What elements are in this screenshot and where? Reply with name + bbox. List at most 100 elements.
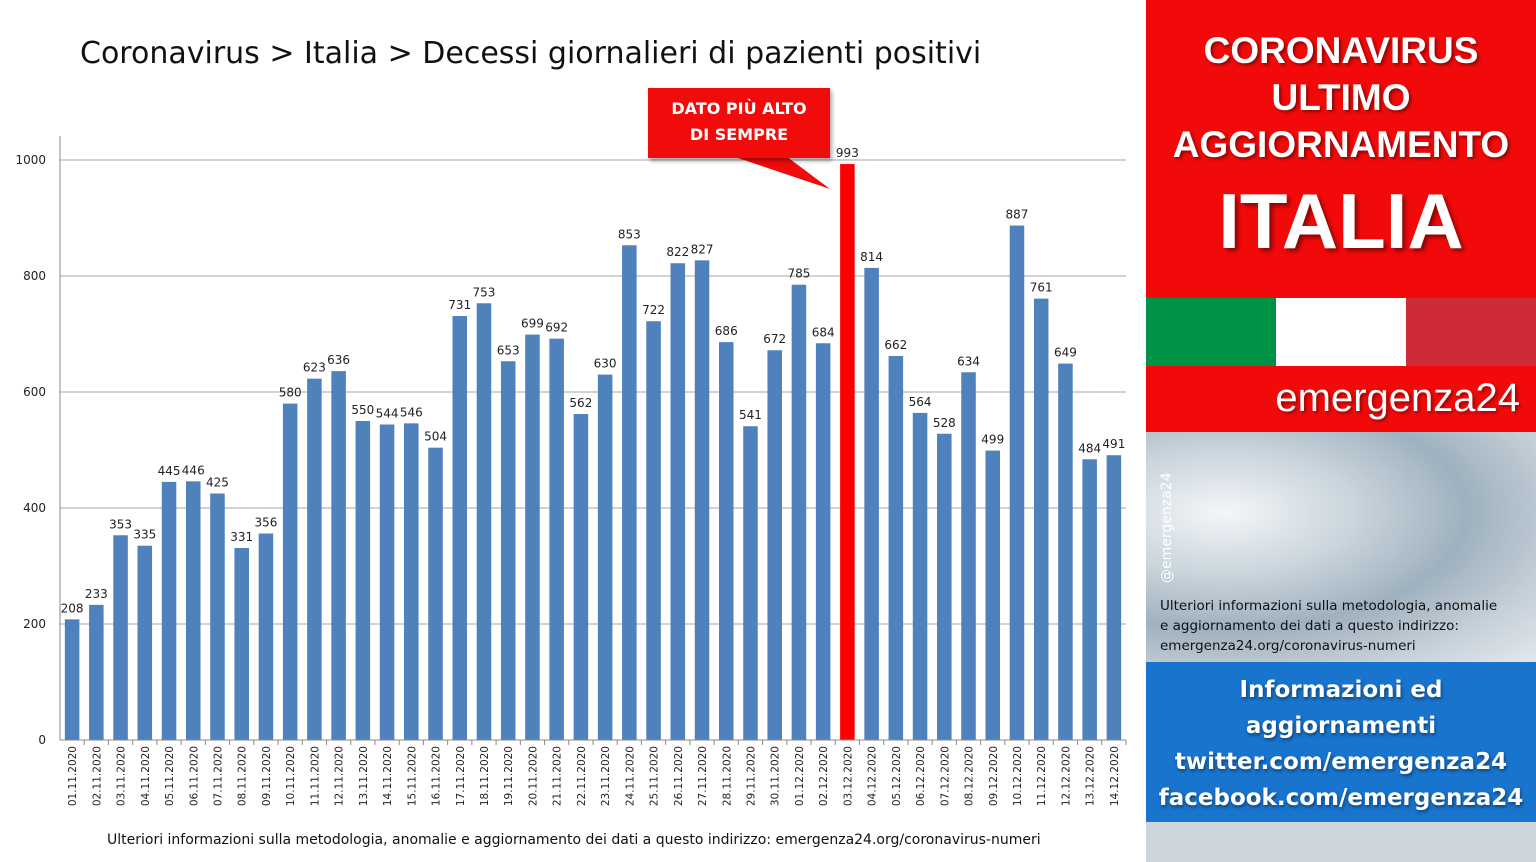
- data-label: 331: [230, 530, 253, 544]
- header-line-3: AGGIORNAMENTO: [1172, 124, 1510, 165]
- x-tick-label: 10.11.2020: [285, 746, 297, 806]
- panel-note-line-1: Ulteriori informazioni sulla metodologia…: [1160, 598, 1498, 614]
- y-tick-label: 400: [23, 501, 46, 515]
- header-country: ITALIA: [1218, 177, 1464, 265]
- x-tick-label: 17.11.2020: [455, 746, 467, 806]
- bar: [670, 263, 686, 740]
- data-label: 425: [206, 476, 229, 490]
- bar: [888, 356, 904, 740]
- x-tick-label: 09.11.2020: [261, 746, 273, 806]
- flag-white-stripe: [1276, 298, 1406, 366]
- y-tick-label: 800: [23, 269, 46, 283]
- x-tick-label: 18.11.2020: [479, 746, 491, 806]
- italian-flag: [1146, 298, 1536, 366]
- twitter-link[interactable]: twitter.com/emergenza24: [1174, 749, 1508, 775]
- data-label: 672: [763, 332, 786, 346]
- x-tick-label: 08.11.2020: [237, 746, 249, 806]
- flag-green-stripe: [1146, 298, 1276, 366]
- bar: [840, 164, 855, 740]
- side-panel: CORONAVIRUS ULTIMO AGGIORNAMENTO ITALIA …: [1146, 0, 1536, 862]
- x-tick-label: 13.12.2020: [1085, 746, 1097, 806]
- y-tick-label: 200: [23, 617, 46, 631]
- data-label: 445: [158, 464, 181, 478]
- record-callout: DATO PIÙ ALTO DI SEMPRE: [648, 88, 830, 158]
- x-tick-label: 27.11.2020: [697, 746, 709, 806]
- bar: [452, 316, 468, 740]
- data-label: 699: [521, 317, 544, 331]
- data-label: 499: [981, 433, 1004, 447]
- header-line-2: ULTIMO: [1271, 77, 1411, 118]
- bar: [476, 303, 492, 740]
- data-label: 623: [303, 361, 326, 375]
- data-label: 853: [618, 227, 641, 241]
- bar: [137, 545, 153, 740]
- bar: [404, 423, 419, 740]
- bar: [428, 447, 443, 740]
- social-handle: @emergenza24: [1159, 472, 1175, 584]
- data-label: 827: [691, 242, 714, 256]
- footer-note: Ulteriori informazioni sulla metodologia…: [107, 832, 1041, 848]
- data-label: 335: [133, 528, 156, 542]
- bar: [282, 403, 298, 740]
- x-tick-label: 24.11.2020: [624, 746, 636, 806]
- x-tick-label: 07.12.2020: [939, 746, 951, 806]
- data-label: 993: [836, 146, 859, 160]
- flag-red-stripe: [1406, 298, 1536, 366]
- x-tick-label: 04.12.2020: [867, 746, 879, 806]
- info-line-2: aggiornamenti: [1245, 713, 1437, 739]
- x-tick-label: 03.11.2020: [116, 746, 128, 806]
- bar: [500, 361, 516, 740]
- bar: [646, 321, 661, 740]
- brand-logo: emergenza24: [1146, 366, 1536, 432]
- data-label: 822: [666, 245, 689, 259]
- bar: [743, 426, 758, 740]
- x-tick-label: 11.11.2020: [309, 746, 321, 806]
- data-label: 686: [715, 324, 738, 338]
- x-tick-label: 06.12.2020: [915, 746, 927, 806]
- data-label: 634: [957, 354, 980, 368]
- data-label: 653: [497, 343, 520, 357]
- bar: [961, 372, 976, 740]
- x-tick-label: 06.11.2020: [188, 746, 200, 806]
- bar: [937, 433, 952, 740]
- bar: [767, 350, 782, 740]
- x-tick-label: 01.11.2020: [67, 746, 79, 806]
- bar: [1033, 298, 1049, 740]
- data-label: 353: [109, 517, 132, 531]
- x-tick-label: 19.11.2020: [503, 746, 515, 806]
- bar: [549, 338, 564, 740]
- bar: [258, 533, 274, 740]
- x-tick-label: 30.11.2020: [770, 746, 782, 806]
- data-label: 692: [545, 321, 568, 335]
- x-tick-label: 28.11.2020: [721, 746, 733, 806]
- x-tick-label: 10.12.2020: [1012, 746, 1024, 806]
- bar: [355, 421, 371, 740]
- data-label: 630: [594, 357, 617, 371]
- panel-header: CORONAVIRUS ULTIMO AGGIORNAMENTO ITALIA: [1146, 0, 1536, 298]
- bar: [597, 374, 613, 740]
- bar: [185, 481, 201, 740]
- data-label: 504: [424, 430, 447, 444]
- x-tick-label: 08.12.2020: [964, 746, 976, 806]
- x-tick-label: 20.11.2020: [527, 746, 539, 806]
- data-label: 564: [909, 395, 932, 409]
- data-label: 550: [351, 403, 374, 417]
- bar: [64, 619, 80, 740]
- x-tick-label: 05.12.2020: [891, 746, 903, 806]
- x-tick-label: 29.11.2020: [745, 746, 757, 806]
- y-tick-label: 0: [38, 733, 46, 747]
- background-photo: [1146, 432, 1536, 662]
- x-tick-label: 09.12.2020: [988, 746, 1000, 806]
- bar: [622, 245, 637, 740]
- bar: [379, 424, 395, 740]
- data-label: 761: [1030, 281, 1053, 295]
- x-tick-label: 12.11.2020: [334, 746, 346, 806]
- bar: [1082, 459, 1097, 740]
- facebook-link[interactable]: facebook.com/emergenza24: [1158, 785, 1524, 811]
- x-tick-label: 11.12.2020: [1036, 746, 1048, 806]
- data-label: 722: [642, 303, 665, 317]
- x-tick-label: 25.11.2020: [649, 746, 661, 806]
- x-tick-label: 02.12.2020: [818, 746, 830, 806]
- data-label: 580: [279, 386, 302, 400]
- data-label: 814: [860, 250, 883, 264]
